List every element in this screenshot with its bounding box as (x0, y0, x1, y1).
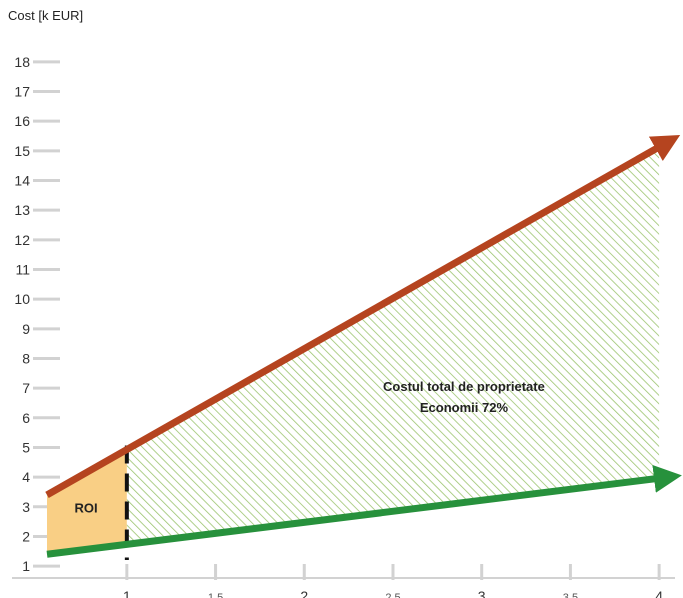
x-tick-label: 1.5 (208, 592, 223, 598)
y-tick-label: 10 (14, 291, 30, 307)
x-tick-label: 2 (300, 588, 308, 598)
y-tick-label: 15 (14, 143, 30, 159)
y-tick-label: 9 (22, 321, 30, 337)
y-tick-label: 1 (22, 558, 30, 574)
x-tick-label: 4 (655, 588, 663, 598)
chart-series (45, 135, 682, 558)
y-tick-label: 13 (14, 202, 30, 218)
roi-label: ROI (74, 501, 97, 516)
y-tick-label: 8 (22, 350, 30, 366)
upper-cost-line (45, 135, 681, 498)
y-tick-label: 7 (22, 380, 30, 396)
y-tick-label: 6 (22, 410, 30, 426)
y-tick-label: 14 (14, 172, 30, 188)
y-tick-label: 17 (14, 83, 30, 99)
y-axis-title: Cost [k EUR] (8, 8, 83, 23)
x-tick-label: 1 (123, 588, 131, 598)
roi-area (47, 449, 127, 555)
savings-label: Economii 72% (420, 400, 509, 415)
savings-area (126, 147, 660, 545)
y-tick-label: 18 (14, 54, 30, 70)
chart-areas (47, 147, 660, 560)
tco-label: Costul total de proprietate (383, 379, 545, 394)
y-tick-label: 16 (14, 113, 30, 129)
x-tick-label: 3 (478, 588, 486, 598)
y-tick-label: 2 (22, 528, 30, 544)
y-tick-label: 5 (22, 439, 30, 455)
x-tick-label: 3.5 (563, 592, 578, 598)
y-tick-label: 11 (15, 261, 30, 277)
y-tick-label: 3 (22, 499, 30, 515)
lower-cost-line (46, 464, 682, 558)
y-tick-label: 4 (22, 469, 30, 485)
x-axis: 1 1.5 2 2.5 3 3.5 4 (12, 564, 675, 598)
x-tick-label: 2.5 (385, 592, 400, 598)
y-tick-label: 12 (14, 232, 30, 248)
